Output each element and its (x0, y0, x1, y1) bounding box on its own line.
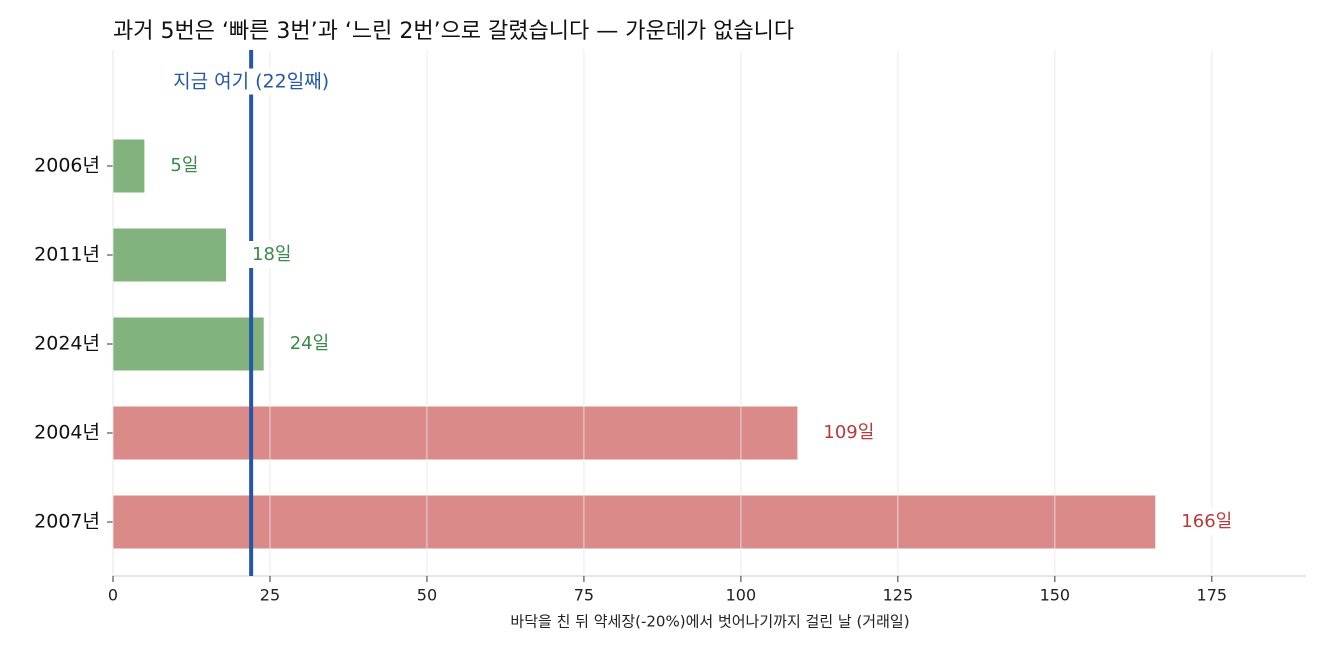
bar (113, 139, 145, 193)
label-background (166, 152, 203, 179)
y-tick-label: 2006년 (34, 155, 100, 177)
x-tick-label: 150 (1040, 586, 1071, 605)
bar (113, 317, 264, 371)
x-tick-label: 175 (1197, 586, 1228, 605)
label-background (285, 330, 334, 357)
value-label: 24일 (290, 333, 329, 354)
y-tick-label: 2007년 (34, 511, 100, 533)
label-background (1177, 508, 1237, 535)
x-tick-label: 100 (726, 586, 757, 605)
y-tick-label: 2011년 (34, 244, 100, 266)
x-tick-label: 0 (108, 586, 118, 605)
label-background (248, 241, 296, 268)
value-label: 109일 (823, 422, 874, 443)
value-label: 166일 (1181, 511, 1232, 532)
chart-title: 과거 5번은 ‘빠른 3번’과 ‘느린 2번’으로 갈렸습니다 — 가운데가 없… (113, 19, 794, 44)
y-tick-label: 2024년 (34, 333, 100, 355)
x-tick-label: 75 (574, 586, 594, 605)
bar (113, 495, 1156, 549)
value-label: 18일 (252, 244, 291, 265)
value-label: 5일 (170, 155, 198, 176)
x-tick-label: 25 (260, 586, 280, 605)
x-tick-label: 125 (883, 586, 914, 605)
label-background (819, 419, 879, 446)
x-tick-label: 50 (417, 586, 437, 605)
reference-label: 지금 여기 (22일째) (173, 71, 329, 93)
x-axis-label: 바닥을 친 뒤 약세장(-20%)에서 벗어나기까지 걸린 날 (거래일) (510, 613, 909, 631)
bar (113, 228, 227, 282)
y-tick-label: 2004년 (34, 422, 100, 444)
bar (113, 406, 798, 460)
label-background (169, 68, 334, 95)
